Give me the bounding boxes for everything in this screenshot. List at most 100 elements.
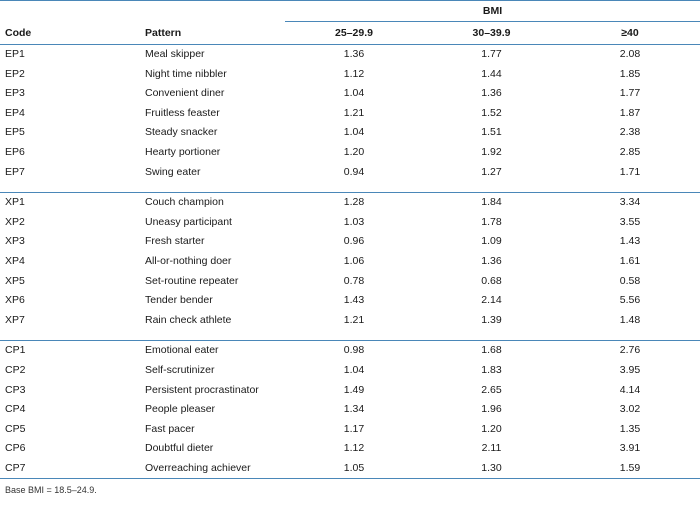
column-header-bmi-40-plus: ≥40 [560,21,700,45]
pattern-cell: Emotional eater [145,340,285,361]
pattern-cell: Meal skipper [145,48,205,60]
table-row: EP1 Meal skipper 1.36 1.77 2.08 [0,45,700,65]
bmi-40-plus-cell: 1.43 [619,235,641,248]
bmi-40-plus-cell: 3.55 [619,215,641,228]
bmi-group-header: BMI [285,0,700,22]
pattern-cell: Doubtful dieter [145,442,214,455]
bmi-25-29-cell: 1.21 [343,106,365,119]
bmi-40-plus-cell: 3.34 [560,192,700,213]
pattern-cell: Night time nibbler [145,67,227,80]
code-cell: XP4 [5,254,25,267]
table-row: EP7 Swing eater 0.94 1.27 1.71 [0,163,700,183]
code-cell: XP3 [5,235,25,248]
bmi-30-39-cell: 1.96 [481,403,502,416]
table-row: XP6 Tender bender 1.43 2.14 5.56 [0,291,700,311]
bmi-25-29-cell: 1.43 [343,294,365,307]
spacer-cell [285,330,423,341]
pattern-cell: Swing eater [145,165,201,178]
code-cell: CP7 [0,458,145,480]
bmi-25-29-cell: 1.34 [343,403,365,416]
pattern-cell: Overreaching achiever [145,458,285,480]
pattern-cell: Fresh starter [145,235,205,248]
table-row: EP5 Steady snacker 1.04 1.51 2.38 [0,123,700,143]
spacer-cell [423,182,560,193]
bmi-25-29-cell: 1.28 [285,192,423,213]
pattern-cell: Persistent procrastinator [145,383,259,396]
bmi-30-39-cell: 1.27 [481,165,502,178]
bmi-40-plus-cell: 1.85 [619,67,641,80]
bmi-40-plus-cell: 0.58 [619,274,641,287]
spacer-cell [145,330,285,341]
bmi-25-29-cell: 0.96 [343,235,365,248]
code-cell: EP7 [5,165,25,178]
bmi-30-39-cell: 1.20 [481,422,502,435]
column-header-row: Code Pattern 25–29.9 30–39.9 ≥40 [0,21,700,45]
code-cell: XP6 [5,294,25,307]
pattern-cell: All-or-nothing doer [145,254,232,267]
bmi-40-plus-cell: 1.77 [619,87,641,100]
table-row: EP2 Night time nibbler 1.12 1.44 1.85 [0,65,700,85]
pattern-cell: People pleaser [145,403,216,416]
bmi-25-29-cell: 1.06 [343,254,365,267]
bmi-40-plus-cell: 1.61 [619,254,641,267]
pattern-cell: Set-routine repeater [145,274,239,287]
bmi-40-plus-cell: 2.85 [619,145,641,158]
bmi-30-39-cell: 1.30 [423,458,560,480]
bmi-30-39-cell: 2.11 [481,442,502,455]
spacer-cell [0,182,145,193]
column-header-bmi-30-39: 30–39.9 [423,21,560,45]
table-row: EP6 Hearty portioner 1.20 1.92 2.85 [0,143,700,163]
group-spacer [0,330,700,341]
bmi-25-29-cell: 1.49 [343,383,365,396]
bmi-25-29-cell: 1.20 [343,145,365,158]
bmi-40-plus-cell: 5.56 [619,294,641,307]
bmi-40-plus-cell: 1.35 [619,422,641,435]
pattern-cell: Self-scrutinizer [145,363,215,376]
bmi-40-plus-cell: 2.38 [619,126,641,139]
spacer-cell [560,182,700,193]
table-row: EP3 Convenient diner 1.04 1.36 1.77 [0,84,700,104]
bmi-30-39-cell: 1.44 [481,67,502,80]
table-row: XP4 All-or-nothing doer 1.06 1.36 1.61 [0,252,700,272]
spacer-cell [0,330,145,341]
table-row: EP4 Fruitless feaster 1.21 1.52 1.87 [0,104,700,124]
bmi-25-29-cell: 1.03 [343,215,365,228]
code-cell: CP5 [5,422,26,435]
spacer-cell [560,330,700,341]
bmi-25-29-cell: 1.17 [343,422,365,435]
bmi-30-39-cell: 2.14 [481,294,502,307]
bmi-30-39-cell: 2.65 [481,383,502,396]
bmi-40-plus-cell: 1.71 [619,165,641,178]
table-row: XP7 Rain check athlete 1.21 1.39 1.48 [0,311,700,331]
table-row: XP3 Fresh starter 0.96 1.09 1.43 [0,232,700,252]
spacer-cell [145,182,285,193]
pattern-cell: Fast pacer [145,422,195,435]
code-cell: XP5 [5,274,25,287]
bmi-30-39-cell: 1.92 [481,145,502,158]
code-cell: EP2 [5,67,25,80]
bmi-30-39-cell: 1.51 [481,126,502,139]
pattern-cell: Uneasy participant [145,215,232,228]
bmi-25-29-cell: 0.98 [285,340,423,361]
table-row: CP2 Self-scrutinizer 1.04 1.83 3.95 [0,361,700,381]
pattern-cell: Steady snacker [145,126,218,139]
bmi-25-29-cell: 1.04 [343,363,365,376]
bmi-25-29-cell: 1.21 [343,313,365,326]
bmi-30-39-cell: 1.84 [423,192,560,213]
table-row: CP5 Fast pacer 1.17 1.20 1.35 [0,420,700,440]
bmi-25-29-cell: 1.12 [343,442,365,455]
pattern-cell: Hearty portioner [145,145,221,158]
bmi-40-plus-cell: 3.02 [619,403,641,416]
bmi-30-39-cell: 0.68 [481,274,502,287]
code-cell: EP4 [5,106,25,119]
table-row: CP4 People pleaser 1.34 1.96 3.02 [0,400,700,420]
spacer-cell [285,182,423,193]
bmi-30-39-cell: 1.52 [481,106,502,119]
bmi-40-plus-cell: 4.14 [619,383,641,396]
code-cell: CP2 [5,363,26,376]
table-row: CP7 Overreaching achiever 1.05 1.30 1.59 [0,458,700,480]
bmi-30-39-cell: 1.83 [481,363,502,376]
bmi-40-plus-cell: 2.76 [560,340,700,361]
bmi-40-plus-cell: 3.95 [619,363,641,376]
